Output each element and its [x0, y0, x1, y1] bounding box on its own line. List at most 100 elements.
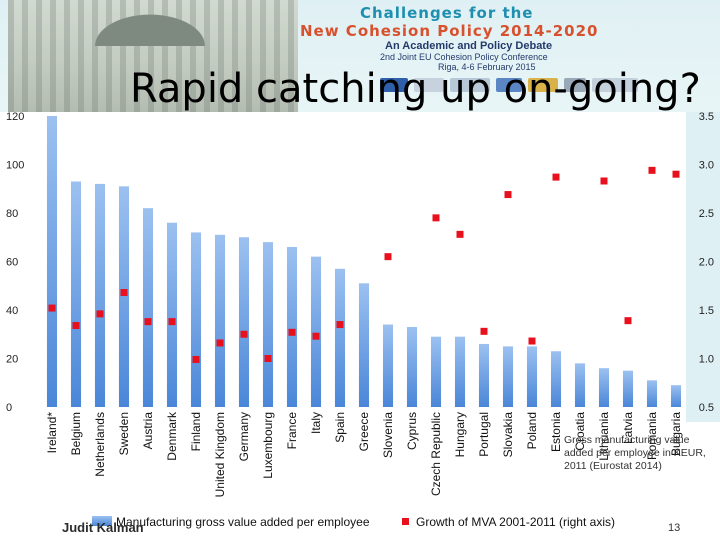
- slide-title: Rapid catching up on-going?: [130, 66, 701, 112]
- category-label: Germany: [237, 412, 251, 461]
- bar: [286, 246, 298, 407]
- category-label: Luxembourg: [261, 412, 275, 479]
- marker-series: [48, 166, 680, 363]
- y2-tick-label: 2.0: [699, 257, 714, 269]
- category-labels: Ireland* Belgium Netherlands Sweden Austria D…: [45, 411, 683, 497]
- building-dome: [80, 6, 220, 46]
- bar-series: [46, 116, 682, 407]
- y2-tick-label: 1.5: [699, 305, 714, 317]
- partner-logo: [414, 78, 444, 92]
- category-label: Denmark: [165, 411, 179, 461]
- right-decor-band: [686, 112, 720, 422]
- y-tick-label: 120: [6, 111, 24, 123]
- category-label: Finland: [189, 412, 203, 451]
- eu-flag-logo: [380, 78, 408, 92]
- y-tick-label: 40: [6, 305, 18, 317]
- category-label: Estonia: [549, 412, 563, 452]
- growth-marker: [240, 330, 248, 338]
- bar: [478, 343, 490, 407]
- bar: [502, 346, 514, 407]
- y2-tick-label: 2.5: [699, 208, 714, 220]
- category-label: Spain: [333, 412, 347, 443]
- y-tick-label: 0: [6, 402, 12, 414]
- bar: [574, 363, 586, 407]
- growth-marker: [600, 177, 608, 185]
- legend-bar-label: Manufacturing gross value added per empl…: [116, 515, 370, 529]
- category-label: Cyprus: [405, 412, 419, 450]
- bar: [670, 385, 682, 407]
- category-label: Netherlands: [93, 412, 107, 477]
- growth-marker: [552, 173, 560, 181]
- growth-marker: [144, 318, 152, 326]
- bar: [190, 232, 202, 407]
- bar: [70, 181, 82, 407]
- conference-banner: Challenges for the New Cohesion Policy 2…: [0, 0, 720, 112]
- bar: [262, 242, 274, 407]
- partner-logo: [592, 78, 638, 92]
- sponsor-logos: [380, 76, 710, 94]
- y2-tick-label: 1.0: [699, 354, 714, 366]
- legend-marker-label: Growth of MVA 2001-2011 (right axis): [416, 515, 615, 529]
- growth-marker: [672, 170, 680, 178]
- bar: [334, 268, 346, 407]
- banner-subtitle: An Academic and Policy Debate: [385, 40, 553, 52]
- growth-marker: [96, 310, 104, 318]
- bar: [214, 234, 226, 407]
- growth-marker: [456, 230, 464, 238]
- growth-marker: [432, 214, 440, 222]
- bar: [646, 380, 658, 407]
- y-tick-label: 20: [6, 354, 18, 366]
- bar: [118, 186, 130, 407]
- legend-marker-swatch: [402, 518, 409, 525]
- growth-marker: [264, 355, 272, 362]
- legend-bar-swatch: [92, 516, 112, 526]
- partner-logo: [496, 78, 522, 92]
- category-label: United Kingdom: [213, 412, 227, 497]
- bar: [406, 326, 418, 407]
- banner-title-line1: Challenges for the: [360, 4, 534, 22]
- legend: Manufacturing gross value added per empl…: [92, 515, 615, 529]
- bar: [454, 336, 466, 407]
- source-note: Gross manufacturing value added per empl…: [564, 434, 706, 472]
- page-number: 13: [668, 522, 681, 534]
- y2-tick-label: 3.5: [699, 111, 714, 123]
- category-label: Portugal: [477, 412, 491, 457]
- bar: [550, 351, 562, 407]
- growth-marker: [288, 328, 296, 336]
- y-tick-label: 60: [6, 257, 18, 269]
- growth-marker: [336, 321, 344, 329]
- category-label: Greece: [357, 412, 371, 452]
- y-axis-left: 0 20 40 60 80 100 120: [6, 111, 24, 414]
- category-label: Slovenia: [381, 412, 395, 458]
- partner-logo: [450, 78, 490, 92]
- bar: [430, 336, 442, 407]
- growth-marker: [216, 339, 224, 347]
- growth-marker: [312, 332, 320, 340]
- bar: [358, 283, 370, 407]
- growth-marker: [72, 322, 80, 330]
- partner-logo: [564, 78, 586, 92]
- growth-marker: [480, 327, 488, 335]
- category-label: Lithuania: [597, 412, 611, 461]
- banner-place-date: Riga, 4-6 February 2015: [438, 62, 536, 72]
- y2-tick-label: 3.0: [699, 160, 714, 172]
- category-label: Sweden: [117, 412, 131, 455]
- category-label: Italy: [309, 412, 323, 434]
- category-label: Romania: [645, 412, 659, 460]
- banner-conference: 2nd Joint EU Cohesion Policy Conference: [380, 52, 548, 62]
- growth-marker: [120, 289, 128, 297]
- bar: [46, 116, 58, 407]
- category-label: Latvia: [621, 412, 635, 444]
- category-label: Belgium: [69, 412, 83, 455]
- bar: [310, 256, 322, 407]
- category-label: Bulgaria: [669, 412, 683, 456]
- category-label: Slovakia: [501, 412, 515, 458]
- y2-tick-label: 0.5: [699, 402, 714, 414]
- bar: [94, 183, 106, 407]
- category-label: Ireland*: [45, 412, 59, 454]
- growth-marker: [48, 304, 56, 312]
- bar: [526, 346, 538, 407]
- bar: [238, 237, 250, 407]
- growth-marker: [504, 191, 512, 199]
